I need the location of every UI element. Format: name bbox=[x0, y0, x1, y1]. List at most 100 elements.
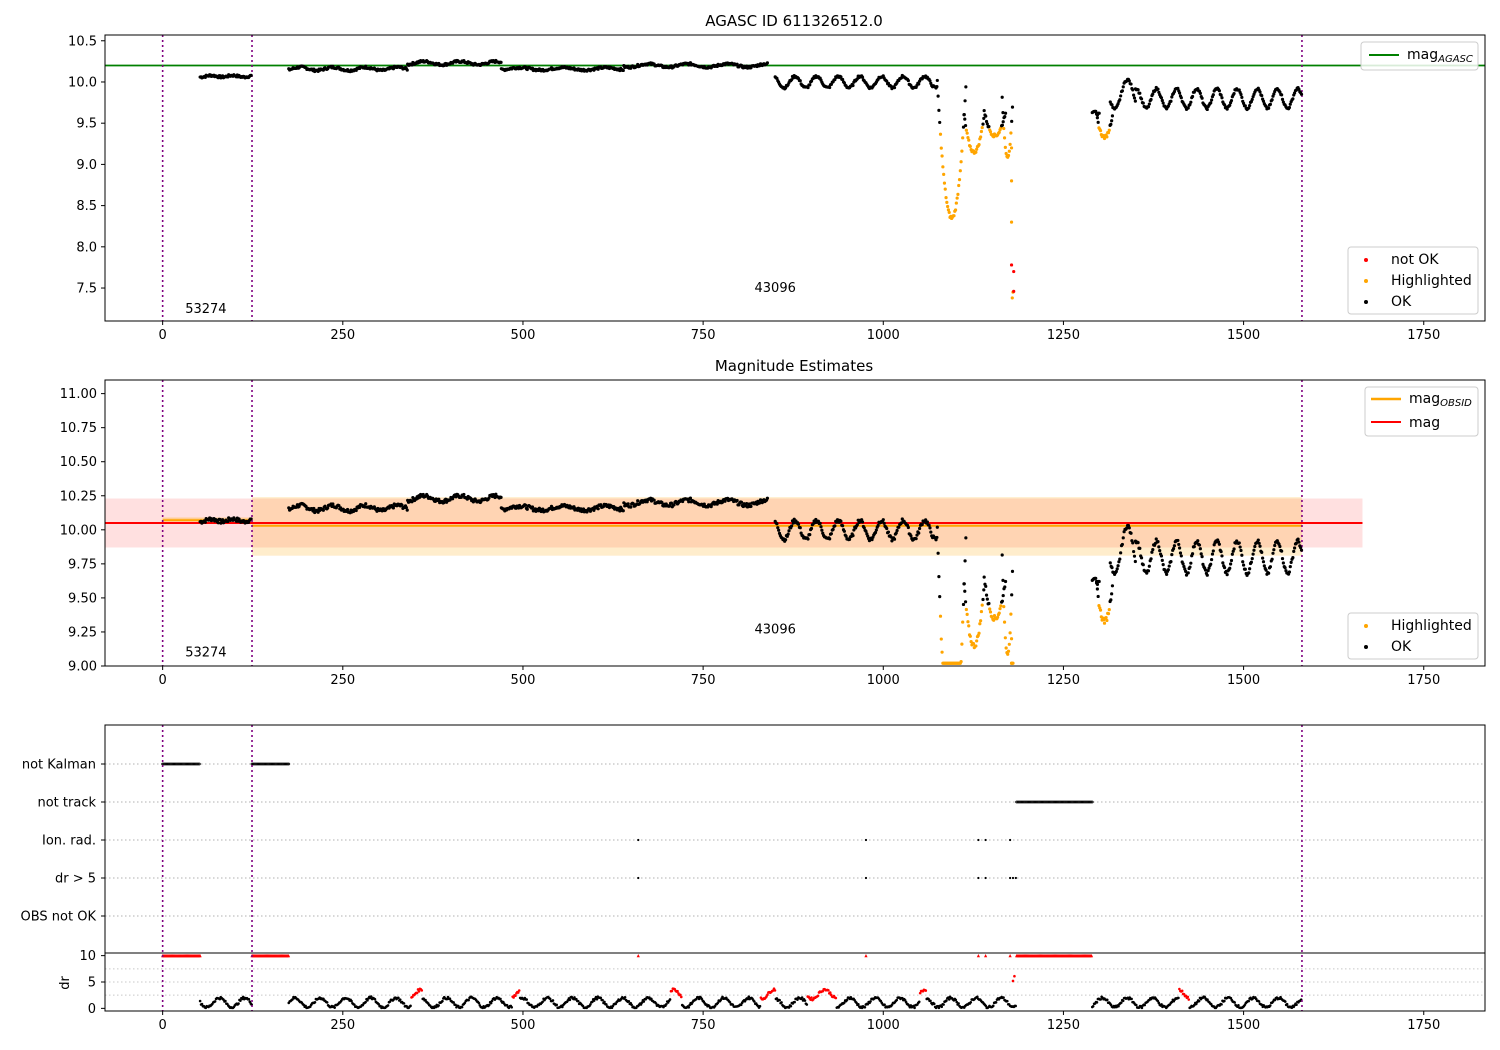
p3-xtick-label-1000: 1000 bbox=[867, 1018, 900, 1033]
ok-point bbox=[1149, 557, 1153, 561]
ok-point bbox=[1237, 88, 1241, 92]
legend-highlighted-label-2: Highlighted bbox=[1391, 618, 1472, 634]
highlighted-point bbox=[1007, 642, 1011, 646]
dr-ok-point bbox=[869, 1000, 872, 1003]
ok-point bbox=[1118, 557, 1122, 561]
ok-point bbox=[1241, 563, 1246, 567]
dr-ok-point bbox=[555, 1003, 558, 1007]
ok-point bbox=[739, 500, 744, 504]
highlighted-point bbox=[1002, 126, 1006, 131]
ok-point bbox=[1268, 102, 1272, 106]
ok-point bbox=[1280, 97, 1285, 101]
highlighted-point bbox=[997, 611, 1001, 615]
dr-ok-point bbox=[694, 997, 698, 1001]
ok-point bbox=[1120, 89, 1124, 93]
ok-point bbox=[962, 582, 966, 586]
panel-2-title: Magnitude Estimates bbox=[715, 357, 873, 375]
p1-xtick-label-0: 0 bbox=[159, 328, 167, 343]
highlighted-point bbox=[942, 181, 947, 185]
ok-point bbox=[1121, 536, 1125, 540]
ok-point bbox=[1261, 556, 1265, 560]
ok-point bbox=[668, 504, 672, 508]
ok-point bbox=[833, 77, 837, 82]
dr-ok-point bbox=[200, 1002, 204, 1006]
dr-ok-point bbox=[325, 1001, 329, 1004]
ok-point bbox=[1206, 569, 1210, 573]
ok-point bbox=[1150, 550, 1154, 554]
dr-not-ok-point bbox=[517, 989, 521, 992]
ok-point bbox=[1228, 103, 1232, 107]
ok-point bbox=[1230, 552, 1234, 556]
ok-point bbox=[963, 123, 968, 128]
ok-point bbox=[1165, 572, 1169, 576]
highlighted-point bbox=[977, 143, 981, 147]
ok-point bbox=[1229, 558, 1234, 563]
flag-marker bbox=[864, 876, 868, 880]
legend-mag-obsid-subscript: OBSID bbox=[1440, 398, 1472, 409]
dr-ok-point bbox=[654, 1002, 658, 1005]
ok-point bbox=[1247, 106, 1251, 110]
dr-not-ok-point bbox=[821, 989, 825, 993]
ok-point bbox=[982, 108, 986, 113]
ok-point bbox=[1138, 546, 1142, 550]
ok-point bbox=[1178, 551, 1183, 555]
dr-ok-point bbox=[499, 997, 502, 1001]
ok-point bbox=[829, 532, 833, 536]
ok-point bbox=[1129, 82, 1133, 86]
dr-ok-point bbox=[796, 998, 799, 1001]
highlighted-point bbox=[968, 144, 972, 149]
ok-point bbox=[775, 522, 779, 526]
ok-point bbox=[1217, 89, 1221, 93]
ok-point bbox=[405, 508, 409, 512]
dr-not-ok-point bbox=[415, 991, 419, 995]
ok-point bbox=[1118, 98, 1122, 102]
p1-ytick-label-9.5: 9.5 bbox=[76, 117, 97, 132]
ok-point bbox=[1154, 537, 1158, 541]
dr-ok-point bbox=[599, 996, 603, 1000]
ok-point bbox=[1179, 96, 1183, 100]
ok-point bbox=[777, 528, 781, 532]
dr-ok-point bbox=[1134, 1003, 1138, 1007]
ok-point bbox=[1003, 115, 1007, 119]
highlighted-point bbox=[960, 642, 964, 646]
ok-point bbox=[1288, 565, 1292, 569]
dr-ok-point bbox=[969, 1000, 973, 1004]
dr-ok-point bbox=[855, 1001, 858, 1005]
dr-ok-point bbox=[697, 997, 701, 1001]
ok-point bbox=[935, 84, 939, 89]
flag-marker bbox=[1014, 876, 1017, 880]
ok-point bbox=[1186, 106, 1190, 110]
p2-ytick-label-9.25: 9.25 bbox=[68, 625, 97, 640]
dr-ok-point bbox=[863, 1005, 867, 1009]
ok-point bbox=[735, 62, 739, 66]
p2-xtick-label-1000: 1000 bbox=[867, 673, 900, 688]
p1-obsid-label-1: 43096 bbox=[755, 281, 796, 296]
ok-point bbox=[652, 498, 656, 502]
dr-ok-point bbox=[409, 1004, 412, 1008]
ok-point bbox=[1250, 97, 1254, 102]
dr-ok-point bbox=[313, 1000, 317, 1004]
dr-not-ok-point bbox=[828, 991, 832, 994]
dr-ok-point bbox=[1119, 1001, 1123, 1004]
ok-point bbox=[984, 584, 988, 588]
ok-point bbox=[862, 526, 866, 530]
p1-xtick-label-250: 250 bbox=[330, 328, 355, 343]
legend-not-ok-marker bbox=[1364, 258, 1368, 262]
ok-point bbox=[1241, 101, 1246, 105]
p1-xtick-label-1500: 1500 bbox=[1227, 328, 1260, 343]
dr-ok-point bbox=[490, 999, 494, 1003]
flag-marker bbox=[637, 876, 640, 880]
dr-not-ok-point bbox=[1186, 995, 1190, 999]
agasc-magnitude-panel: AGASC ID 611326512.0 53274 43096 0 250 500 75… bbox=[68, 12, 1486, 343]
dr-ok-point bbox=[668, 998, 672, 1001]
ok-point bbox=[851, 83, 855, 88]
ok-point bbox=[1167, 564, 1171, 568]
highlighted-point bbox=[1009, 146, 1014, 150]
highlighted-point bbox=[942, 172, 946, 176]
dr-ok-point bbox=[239, 999, 242, 1002]
ok-point bbox=[935, 78, 939, 83]
dr-not-ok-point bbox=[827, 989, 830, 992]
dr-not-ok-point bbox=[816, 994, 820, 998]
dr-ok-point bbox=[291, 998, 294, 1001]
ok-point bbox=[783, 538, 788, 542]
